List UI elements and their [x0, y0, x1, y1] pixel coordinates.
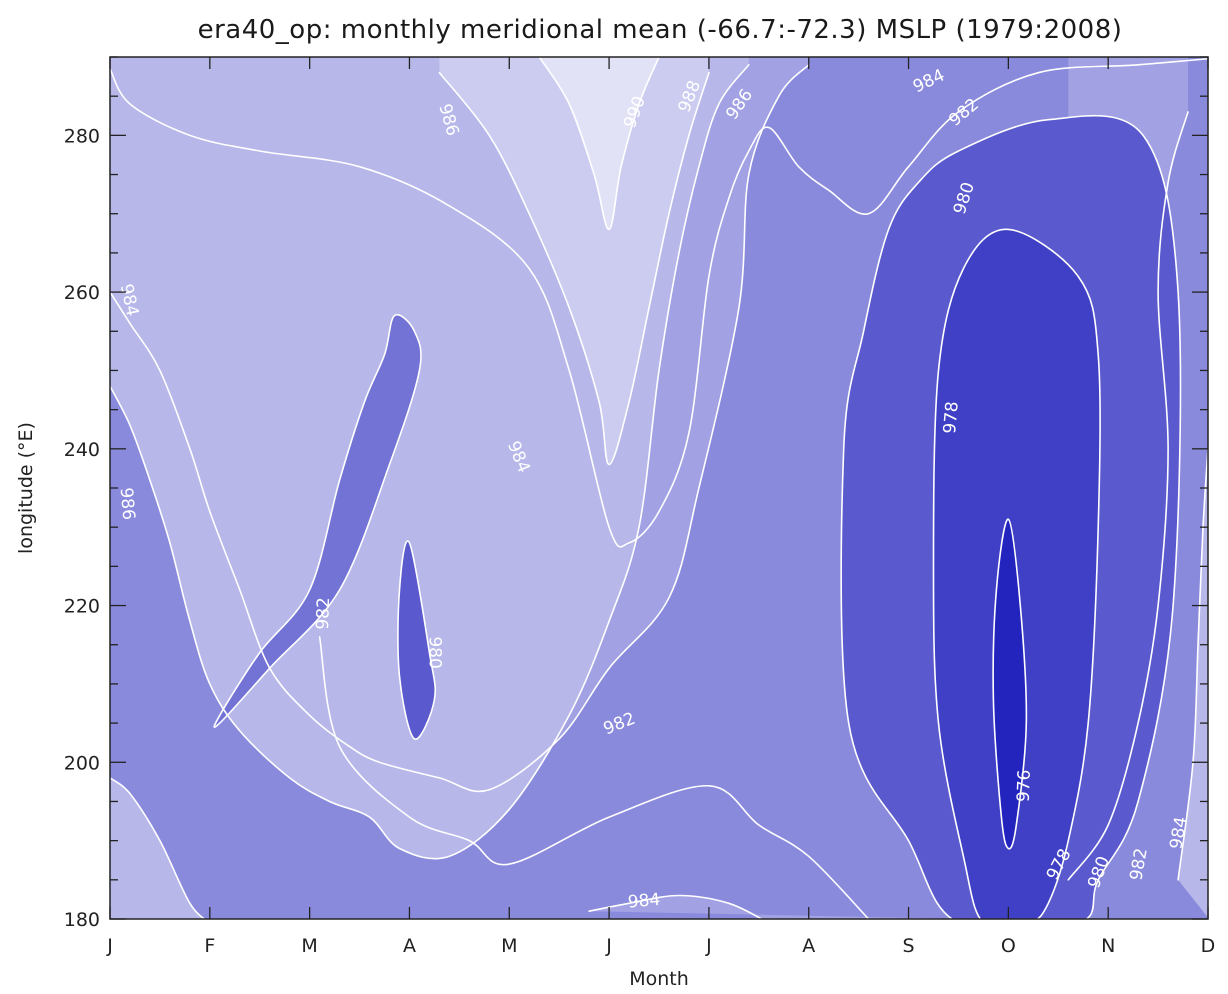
x-tick-label: A [403, 935, 416, 957]
band-984-1 [589, 895, 970, 919]
x-tick-label: J [705, 935, 712, 957]
x-tick-label: S [903, 935, 915, 957]
band-986-4 [1178, 448, 1208, 918]
x-axis-label: Month [629, 968, 689, 990]
y-axis-label: longitude (°E) [15, 422, 37, 554]
x-tick-label: J [106, 935, 113, 957]
contour-line-982 [213, 313, 422, 728]
band-988-6 [439, 57, 709, 465]
x-tick-label: O [1001, 935, 1016, 957]
contour-line-986 [110, 777, 206, 919]
x-tick-label: N [1101, 935, 1115, 957]
contour-line-988 [438, 71, 710, 466]
contour-line-978 [932, 228, 1101, 919]
y-tick-label: 220 [64, 596, 100, 618]
contour-line-984 [110, 64, 810, 793]
contour-label: 980 [424, 636, 444, 668]
band-986-5 [110, 777, 205, 919]
y-tick-label: 260 [64, 282, 100, 304]
contour-line-976 [992, 518, 1028, 850]
region-982-0 [214, 314, 421, 728]
contour-line-984 [588, 894, 764, 919]
axes: J F M A M J J A S O N D 180 200 220 240 260 280 [64, 56, 1216, 957]
contour-line-980 [840, 114, 1182, 919]
contour-label: 984 [627, 890, 661, 913]
plot-area [110, 57, 1208, 919]
contour-lines [110, 57, 1208, 919]
contour-line-986 [1177, 448, 1208, 881]
y-tick-label: 180 [64, 909, 100, 931]
x-tick-label: D [1201, 935, 1216, 957]
x-tick-label: A [802, 935, 815, 957]
contour-line-982 [110, 57, 1208, 548]
region-976-4 [993, 519, 1027, 849]
contour-line-982 [318, 636, 870, 919]
filled-bands [110, 57, 1208, 919]
y-tick-label: 280 [64, 125, 100, 147]
band-990-7 [539, 57, 659, 230]
x-tick-label: M [301, 935, 317, 957]
x-tick-label: M [501, 935, 517, 957]
y-tick-label: 240 [64, 439, 100, 461]
region-980-1 [397, 540, 436, 740]
x-tick-label: J [605, 935, 612, 957]
contour-line-986 [110, 64, 750, 860]
contour-line-990 [538, 57, 660, 231]
contour-label: 978 [940, 401, 963, 435]
contour-label: 976 [1014, 769, 1035, 802]
y-tick-label: 200 [64, 752, 100, 774]
contour-label: 982 [313, 597, 334, 630]
chart-title: era40_op: monthly meridional mean (-66.7… [198, 15, 1123, 45]
contour-line-980 [397, 540, 437, 740]
contour-label: 986 [116, 487, 139, 521]
x-tick-label: F [204, 935, 215, 957]
contour-line-984 [1067, 111, 1189, 881]
